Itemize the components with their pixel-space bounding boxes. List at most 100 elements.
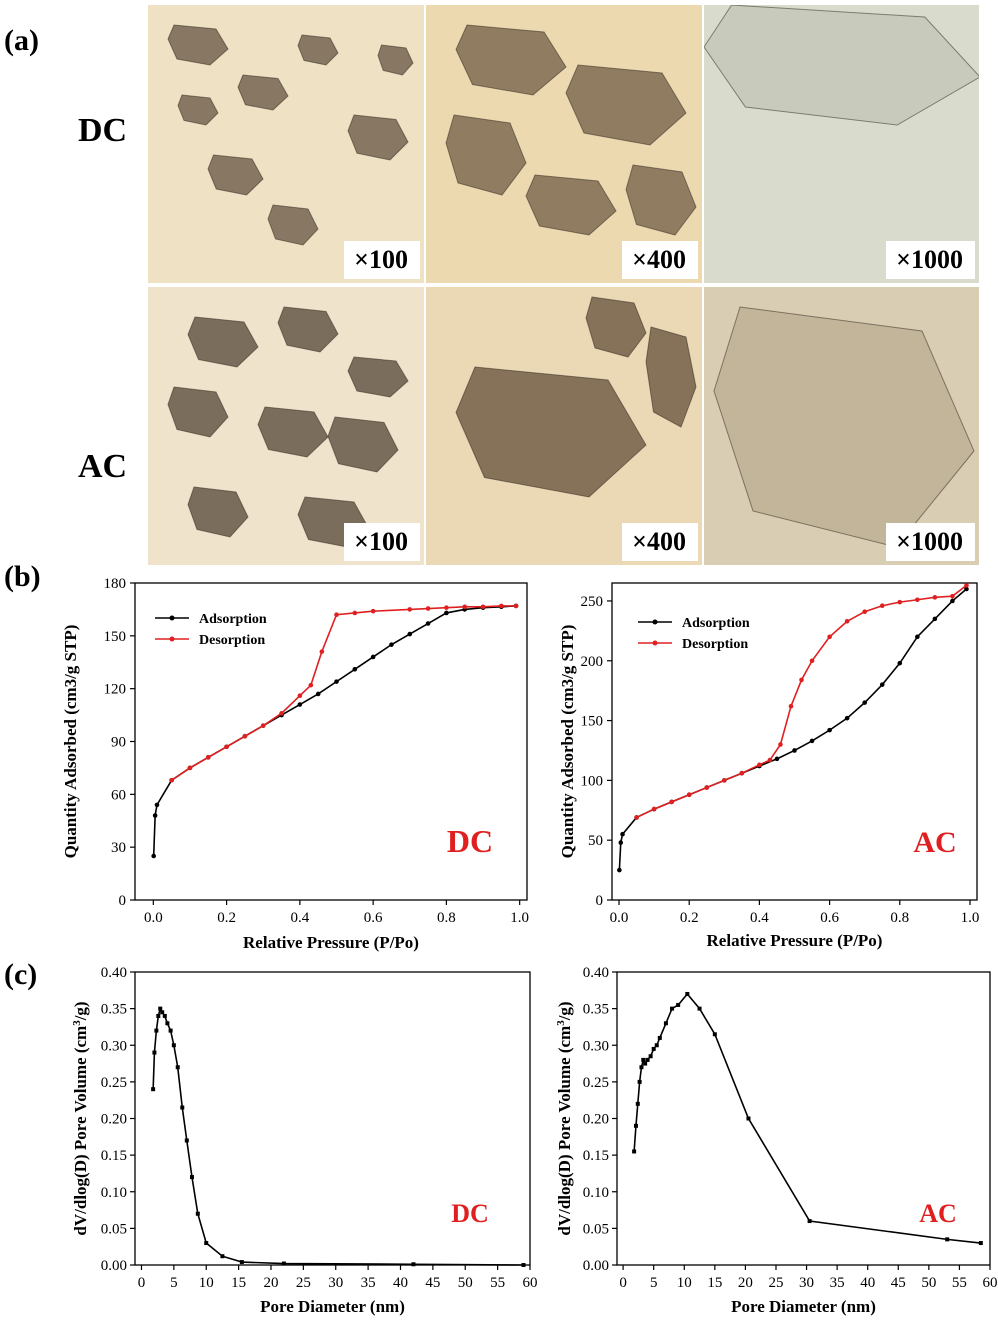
- particle-shape: [455, 24, 567, 96]
- data-point: [778, 742, 783, 747]
- x-tick-label: 5: [170, 1275, 178, 1291]
- data-point: [862, 700, 867, 705]
- data-point: [156, 1013, 161, 1018]
- data-point: [521, 1263, 526, 1267]
- particle-shape: [645, 326, 697, 428]
- data-point: [697, 1006, 702, 1011]
- y-tick-label: 0.10: [101, 1185, 127, 1201]
- y-tick-label: 0.35: [583, 1002, 609, 1018]
- data-point: [788, 703, 794, 709]
- x-tick-label: 40: [860, 1275, 875, 1291]
- x-tick-label: 35: [361, 1275, 376, 1291]
- data-point: [444, 610, 449, 616]
- y-tick-label: 100: [581, 773, 604, 789]
- data-point: [154, 1028, 159, 1033]
- y-tick-label: 0.20: [583, 1112, 609, 1128]
- panel-label-a: (a): [4, 24, 39, 57]
- x-tick-label: 10: [677, 1275, 692, 1291]
- data-point: [757, 762, 762, 768]
- data-point: [651, 806, 657, 812]
- y-tick-label: 90: [111, 735, 126, 751]
- data-point: [862, 609, 867, 615]
- data-point: [767, 757, 773, 763]
- x-tick-label: 55: [490, 1275, 505, 1291]
- legend-label: Adsorption: [682, 616, 750, 631]
- x-tick-label: 50: [458, 1275, 473, 1291]
- x-tick-label: 30: [799, 1275, 814, 1291]
- x-axis-label: Pore Diameter (nm): [731, 1297, 876, 1316]
- y-tick-label: 50: [588, 833, 603, 849]
- micrograph-dc-x1000: ×1000: [704, 5, 979, 283]
- micrograph-dc-x400: ×400: [426, 5, 702, 283]
- data-point: [809, 738, 815, 744]
- data-point: [964, 586, 969, 592]
- data-point: [151, 1087, 156, 1092]
- x-tick-label: 0.8: [437, 910, 456, 926]
- x-tick-label: 0.4: [290, 910, 309, 926]
- x-tick-label: 25: [296, 1275, 311, 1291]
- data-point: [897, 660, 903, 666]
- micrograph-ac-x100: ×100: [148, 287, 424, 565]
- data-point: [319, 649, 325, 654]
- data-point: [827, 727, 832, 733]
- legend-marker: [169, 615, 175, 621]
- data-point: [915, 634, 920, 640]
- x-tick-label: 30: [328, 1275, 343, 1291]
- data-point: [499, 603, 504, 609]
- y-axis-label: dV/dlog(D) Pore Volume (cm3/g): [71, 1001, 90, 1235]
- y-axis-label-sup: 3: [555, 1020, 567, 1026]
- data-point: [654, 1043, 659, 1048]
- magnification-label: ×400: [622, 523, 698, 561]
- y-axis-label-sup: 3: [71, 1020, 83, 1026]
- x-axis-label: Relative Pressure (P/Po): [707, 931, 883, 950]
- data-point: [308, 682, 314, 688]
- data-point: [162, 1013, 167, 1018]
- y-tick-label: 0: [596, 893, 604, 909]
- particle-shape: [167, 386, 229, 438]
- data-point: [175, 1065, 180, 1070]
- legend-label: Desorption: [682, 637, 748, 652]
- particle-shape: [704, 5, 979, 126]
- data-point: [352, 610, 358, 616]
- data-point: [184, 1138, 189, 1143]
- data-point: [827, 634, 832, 640]
- data-point: [712, 1032, 717, 1037]
- row-label-ac: AC: [78, 448, 128, 485]
- data-point: [171, 1043, 176, 1048]
- y-tick-label: 200: [581, 654, 604, 670]
- particles-image: [445, 24, 697, 236]
- data-point: [425, 606, 431, 611]
- panel-label-b: (b): [4, 560, 41, 593]
- panel-label-c: (c): [4, 958, 38, 991]
- x-tick-label: 55: [952, 1275, 967, 1291]
- y-tick-label: 0.25: [583, 1075, 609, 1091]
- plot-frame: [611, 582, 978, 901]
- y-tick-label: 150: [581, 714, 604, 730]
- data-point: [932, 616, 938, 622]
- x-axis-label: Relative Pressure (P/Po): [243, 933, 419, 952]
- x-tick-label: 0.6: [364, 910, 383, 926]
- data-point: [643, 1061, 648, 1066]
- data-point: [334, 612, 339, 617]
- sample-annotation: DC: [451, 1199, 489, 1228]
- series-line: [171, 605, 517, 781]
- data-point: [704, 785, 710, 790]
- data-point: [315, 691, 321, 697]
- particle-shape: [167, 24, 229, 66]
- x-tick-label: 0: [619, 1275, 627, 1291]
- y-tick-label: 0.35: [101, 1002, 127, 1018]
- data-point: [154, 802, 160, 808]
- x-tick-label: 15: [231, 1275, 246, 1291]
- data-point: [462, 604, 468, 610]
- data-point: [774, 756, 780, 762]
- legend-marker: [169, 636, 175, 642]
- data-point: [657, 1035, 662, 1040]
- particle-shape: [187, 486, 249, 538]
- particle-shape: [585, 296, 647, 358]
- data-point: [165, 1021, 170, 1026]
- data-point: [189, 1175, 194, 1180]
- data-point: [844, 715, 850, 721]
- y-tick-label: 0.05: [101, 1221, 127, 1237]
- y-axis-label-part: /g): [555, 1001, 574, 1021]
- y-tick-label: 0: [119, 893, 127, 909]
